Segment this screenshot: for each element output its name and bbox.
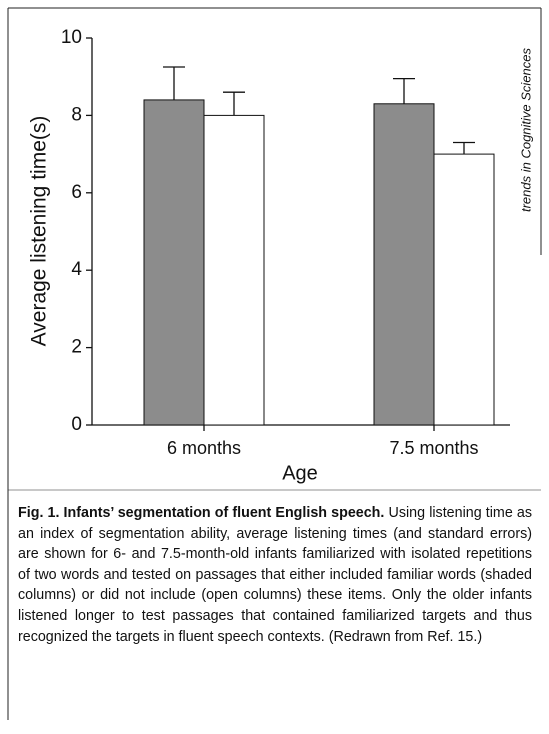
x-tick-label: 7.5 months: [389, 438, 478, 458]
y-tick-label: 10: [61, 27, 82, 48]
y-tick-label: 0: [71, 414, 82, 435]
caption: Fig. 1. Infants’ segmentation of fluent …: [18, 503, 532, 647]
bar: [433, 153, 495, 426]
caption-text: Using listening time as an index of segm…: [18, 505, 532, 645]
x-axis-label: Age: [282, 462, 318, 484]
y-tick-label: 4: [71, 259, 82, 280]
y-tick-label: 2: [71, 337, 82, 358]
caption-title: Fig. 1. Infants’ segmentation of fluent …: [18, 505, 385, 521]
y-axis-label: Average listening time(s): [28, 116, 51, 347]
x-tick-label: 6 months: [167, 438, 241, 458]
side-note: trends in Cognitive Sciences: [518, 47, 533, 212]
bar: [373, 103, 435, 426]
y-tick-label: 8: [71, 104, 82, 125]
bar: [203, 114, 265, 426]
bar: [143, 99, 205, 426]
y-tick-label: 6: [71, 182, 82, 203]
